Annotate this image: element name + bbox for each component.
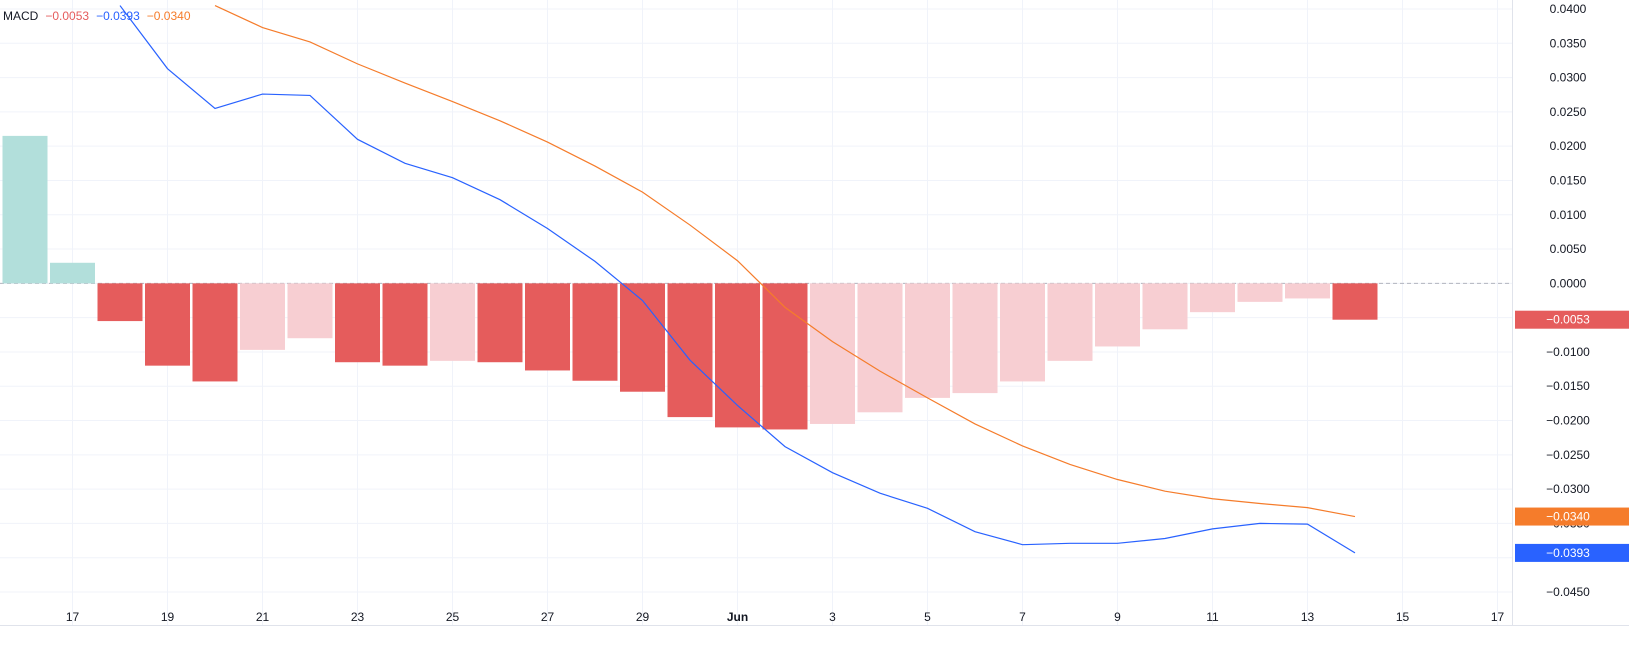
x-tick-label: 9: [1114, 610, 1121, 624]
histogram-bar: [857, 283, 903, 413]
x-tick-label: 11: [1206, 610, 1219, 624]
histogram-bar: [905, 283, 950, 398]
histogram-bar: [667, 283, 713, 418]
histogram-bar: [50, 262, 95, 284]
y-tick-label: 0.0150: [1550, 173, 1587, 187]
x-tick-label: 23: [351, 610, 365, 624]
histogram-bar: [2, 135, 48, 284]
y-tick-label: −0.0200: [1546, 414, 1590, 428]
histogram-bar: [1285, 283, 1330, 299]
x-tick-label: 17: [1491, 610, 1505, 624]
histogram-bar: [1142, 283, 1188, 330]
y-tick-label: 0.0250: [1550, 105, 1587, 119]
y-tick-label: 0.0200: [1550, 139, 1587, 153]
value-badge: [1515, 310, 1629, 329]
x-tick-label: 19: [161, 610, 175, 624]
x-tick-label: Jun: [727, 610, 748, 624]
legend-hist-value: −0.0053: [45, 9, 90, 23]
histogram-bar: [240, 283, 285, 350]
x-tick-label: 3: [829, 610, 836, 624]
macd-line: [119, 5, 1356, 554]
histogram-bar: [572, 283, 618, 381]
value-badge-label: −0.0340: [1546, 510, 1590, 524]
y-tick-label: −0.0150: [1546, 379, 1590, 393]
histogram-bar: [430, 283, 475, 361]
x-tick-label: 13: [1301, 610, 1315, 624]
y-tick-label: −0.0100: [1546, 345, 1590, 359]
histogram-bar: [1332, 283, 1378, 320]
x-tick-label: 17: [66, 610, 80, 624]
histogram-bar: [192, 283, 238, 382]
y-tick-label: −0.0250: [1546, 448, 1590, 462]
legend-signal-value: −0.0340: [146, 9, 191, 23]
histogram-bar: [382, 283, 428, 366]
y-tick-label: 0.0300: [1550, 71, 1587, 85]
value-badge: [1515, 543, 1629, 562]
histogram-bar: [145, 283, 190, 366]
legend-title: MACD: [3, 9, 39, 23]
y-tick-label: 0.0400: [1550, 2, 1587, 16]
y-tick-label: −0.0450: [1546, 585, 1590, 599]
histogram-bar: [97, 283, 143, 322]
y-tick-label: 0.0050: [1550, 242, 1587, 256]
histogram-bar: [335, 283, 380, 363]
y-tick-label: 0.0000: [1550, 276, 1587, 290]
x-tick-label: 21: [256, 610, 270, 624]
histogram-bar: [525, 283, 570, 371]
histogram-bar: [1237, 283, 1283, 302]
histogram-bar: [477, 283, 523, 363]
histogram-bar: [810, 283, 855, 424]
histogram-bar: [1047, 283, 1093, 361]
x-tick-label: 7: [1019, 610, 1026, 624]
x-tick-label: 15: [1396, 610, 1410, 624]
x-tick-label: 5: [924, 610, 931, 624]
x-tick-label: 27: [541, 610, 555, 624]
chart-legend: MACD −0.0053 −0.0393 −0.0340: [3, 9, 198, 23]
histogram-bar: [952, 283, 998, 394]
histogram-bar: [620, 283, 665, 392]
histogram-bar: [762, 283, 808, 430]
value-badge-label: −0.0393: [1546, 546, 1590, 560]
y-tick-label: −0.0300: [1546, 482, 1590, 496]
legend-macd-value: −0.0393: [96, 9, 140, 23]
histogram-bar: [1095, 283, 1140, 347]
y-tick-label: 0.0350: [1550, 36, 1587, 50]
signal-line: [214, 5, 1356, 518]
histogram-bar: [1190, 283, 1235, 313]
histogram-bar: [1000, 283, 1045, 382]
histogram-bar: [287, 283, 333, 339]
value-badge: [1515, 507, 1629, 526]
x-tick-label: 29: [636, 610, 650, 624]
value-badge-label: −0.0053: [1546, 313, 1590, 327]
histogram-bar: [715, 283, 760, 428]
y-tick-label: 0.0100: [1550, 208, 1587, 222]
x-tick-label: 25: [446, 610, 460, 624]
